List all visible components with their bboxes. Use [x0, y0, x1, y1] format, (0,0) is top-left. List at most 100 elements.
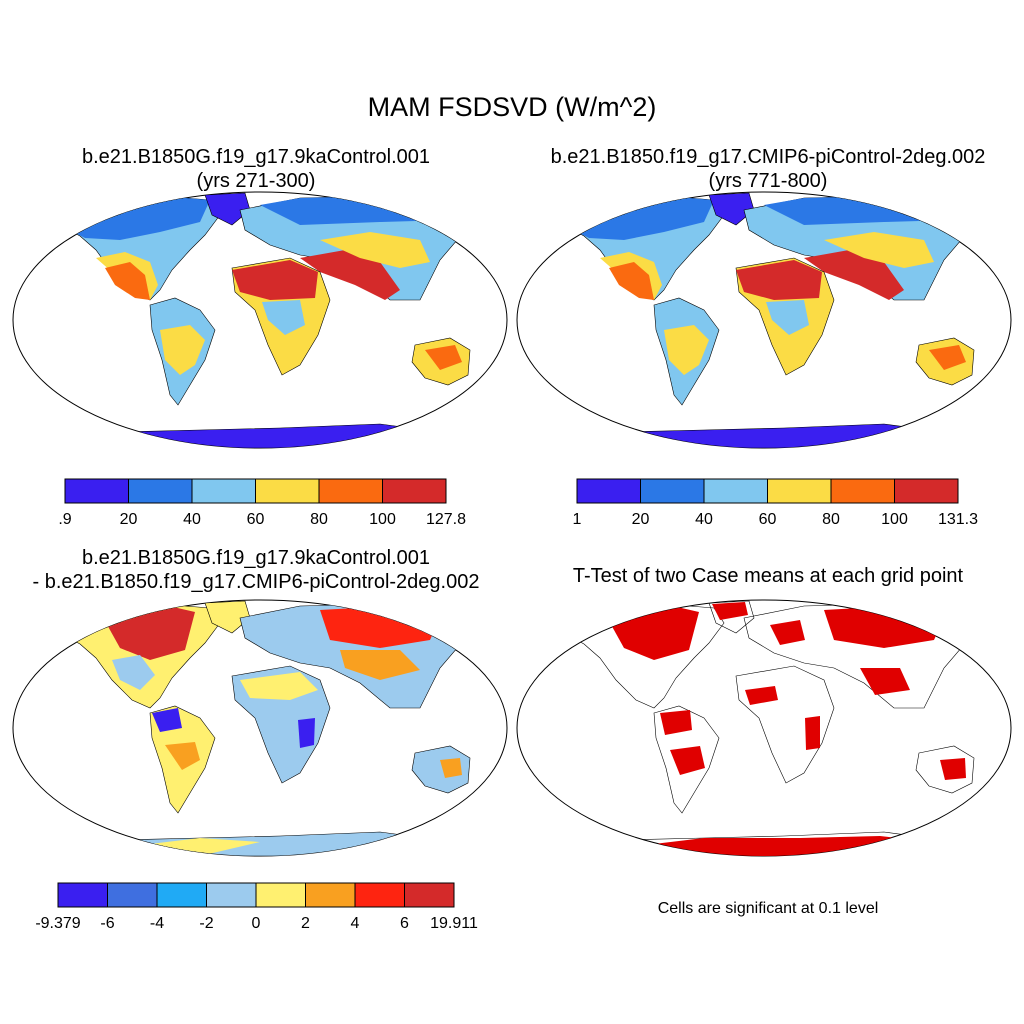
panel1-title: b.e21.B1850G.f19_g17.9kaControl.001 (yrs… [14, 145, 498, 193]
central-africa [766, 300, 809, 335]
sig-africa-west [745, 686, 778, 705]
sig-amazon [660, 710, 692, 735]
colorbar-swatch [305, 882, 356, 908]
australia [411, 745, 471, 794]
colorbar-label: 127.8 [426, 511, 466, 528]
colorbar-swatch [206, 882, 257, 908]
colorbar-label: 19.911 [430, 915, 478, 932]
colorbar-label: 6 [400, 915, 409, 932]
colorbar-label: 20 [632, 511, 650, 528]
sig-australia [940, 758, 966, 780]
colorbar-label: 4 [351, 915, 360, 932]
middle-east-hot [804, 250, 904, 300]
sahara-hot [232, 260, 318, 300]
africa-outline [735, 665, 835, 784]
panel1-title-line1: b.e21.B1850G.f19_g17.9kaControl.001 [81, 146, 431, 168]
map-panel-ttest [516, 599, 1012, 857]
australia-orange [440, 758, 462, 778]
greenland-outline [708, 600, 755, 634]
map-panel-difference [12, 599, 508, 857]
colorbar-swatch [830, 478, 895, 504]
panel4-title: T-Test of two Case means at each grid po… [572, 565, 964, 587]
amazon-negative [152, 708, 182, 732]
sahara-hot [736, 260, 822, 300]
australia-outline [915, 745, 975, 794]
south-america-orange [165, 742, 200, 770]
colorbar-label: 20 [120, 511, 138, 528]
sig-greenland [712, 602, 748, 620]
map-panel-case1 [12, 191, 508, 449]
panel3-title-line1: b.e21.B1850G.f19_g17.9kaControl.001 [81, 547, 431, 569]
east-africa-negative [298, 718, 315, 748]
sig-south-america [670, 746, 705, 775]
colorbar-difference: -9.379 -6 -4 -2 0 2 4 6 19.911 [35, 882, 478, 932]
colorbar-label: .9 [58, 511, 71, 528]
middle-east-hot [300, 250, 400, 300]
colorbar-label: 80 [822, 511, 840, 528]
mexico-hot [609, 262, 654, 300]
south-america-mid [160, 325, 205, 375]
colorbar-swatch [255, 882, 306, 908]
significance-note: Cells are significant at 0.1 level [657, 900, 879, 917]
colorbar-swatch [107, 882, 158, 908]
colorbar-label: -4 [150, 915, 164, 932]
greenland [708, 192, 755, 226]
colorbar-case1: .9 20 40 60 80 100 127.8 [58, 478, 466, 528]
colorbar-label: 100 [881, 511, 908, 528]
colorbar-swatch [894, 478, 959, 504]
colorbar-label: 0 [252, 915, 261, 932]
colorbar-swatch [640, 478, 705, 504]
panel2-title: b.e21.B1850.f19_g17.CMIP6-piControl-2deg… [526, 145, 1010, 193]
colorbar-swatch [318, 478, 383, 504]
australia-hot [425, 345, 462, 370]
mexico-hot [105, 262, 150, 300]
north-america-north [564, 196, 714, 240]
colorbar-label: 80 [310, 511, 328, 528]
panel1-title-line2: (yrs 271-300) [196, 170, 316, 192]
colorbar-label: 100 [369, 511, 396, 528]
sahel-yellow [240, 672, 318, 700]
colorbar-swatch [703, 478, 768, 504]
colorbar-swatch [767, 478, 832, 504]
asia-orange [340, 650, 420, 680]
colorbar-swatch [354, 882, 405, 908]
colorbar-label: -6 [100, 915, 114, 932]
north-america-north [60, 196, 210, 240]
greenland [204, 600, 251, 634]
sig-asia [860, 668, 910, 695]
panel2-title-line2: (yrs 771-800) [708, 170, 828, 192]
antarctica-outline [583, 831, 985, 856]
greenland [204, 192, 251, 226]
colorbar-swatch [382, 478, 447, 504]
colorbar-label: 1 [573, 511, 582, 528]
colorbar-label: 60 [759, 511, 777, 528]
south-america-outline [653, 705, 720, 814]
colorbar-swatch [255, 478, 320, 504]
us-negative [112, 655, 155, 690]
colorbar-swatch [156, 882, 207, 908]
asia-warm [824, 232, 934, 268]
colorbar-swatch [57, 882, 108, 908]
central-africa [262, 300, 305, 335]
sig-africa-east [805, 716, 820, 750]
panel2-title-line1: b.e21.B1850.f19_g17.CMIP6-piControl-2deg… [550, 146, 986, 168]
colorbar-label: 40 [695, 511, 713, 528]
colorbar-swatch [404, 882, 455, 908]
colorbar-swatch [128, 478, 193, 504]
figure-title: MAM FSDSVD (W/m^2) [367, 92, 657, 122]
colorbar-label: -2 [199, 915, 213, 932]
colorbar-label: -9.379 [35, 915, 80, 932]
map-panel-case2 [516, 191, 1012, 449]
colorbar-swatch [576, 478, 641, 504]
asia-warm [320, 232, 430, 268]
map-frame [516, 599, 1012, 857]
colorbar-swatch [191, 478, 256, 504]
south-america-mid [664, 325, 709, 375]
colorbar-label: 40 [183, 511, 201, 528]
panel3-title: b.e21.B1850G.f19_g17.9kaControl.001 - b.… [14, 546, 498, 594]
sig-europe [770, 620, 805, 645]
colorbar-label: 131.3 [938, 511, 978, 528]
colorbar-label: 2 [301, 915, 310, 932]
colorbar-swatch [64, 478, 129, 504]
panel3-title-line2: - b.e21.B1850.f19_g17.CMIP6-piControl-2d… [32, 571, 480, 593]
